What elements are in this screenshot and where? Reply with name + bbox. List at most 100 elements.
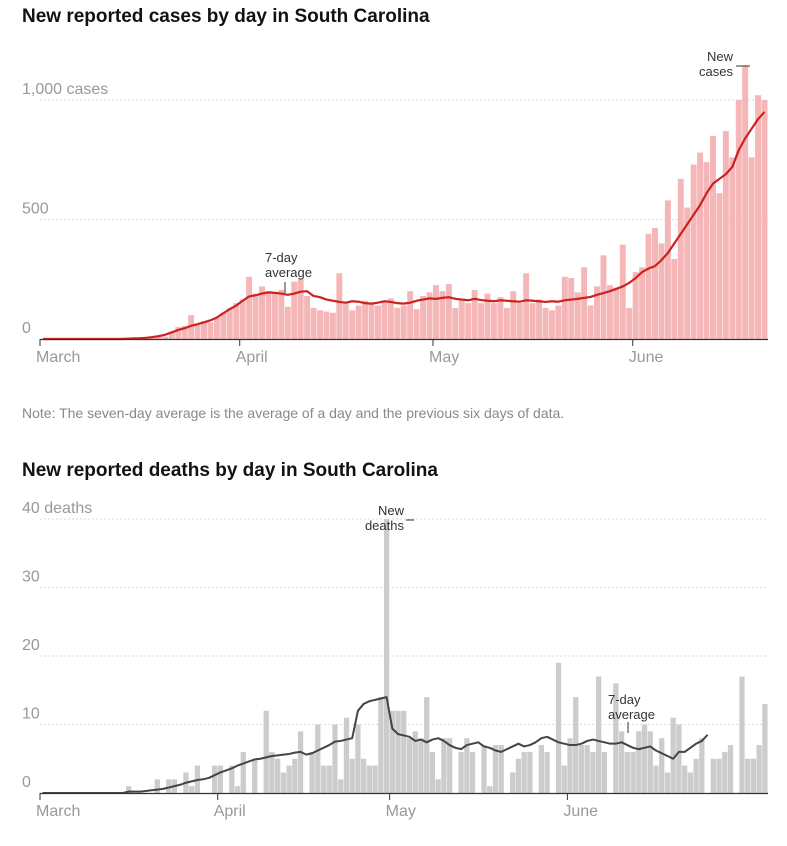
deaths-bar xyxy=(326,765,332,793)
deaths-bar xyxy=(670,717,676,793)
deaths-bar xyxy=(292,758,298,793)
cases-bar xyxy=(349,310,356,339)
cases-x-tick-label: April xyxy=(236,349,268,366)
cases-bar xyxy=(381,301,388,339)
cases-bar xyxy=(581,267,588,339)
cases-bar xyxy=(323,311,330,339)
deaths-bar xyxy=(441,738,447,793)
cases-bar xyxy=(149,337,156,339)
cases-bar xyxy=(671,258,678,339)
deaths-bar xyxy=(538,745,544,793)
cases-bar xyxy=(548,310,555,339)
cases-bar xyxy=(284,306,291,339)
deaths-avg-label-line2: average xyxy=(608,707,655,722)
cases-bar xyxy=(587,305,594,339)
deaths-bar xyxy=(252,758,258,793)
cases-y-tick-label: 1,000 cases xyxy=(22,81,108,98)
deaths-bar xyxy=(395,710,401,793)
cases-bar xyxy=(594,286,600,339)
deaths-bar xyxy=(263,710,269,793)
deaths-bar xyxy=(510,772,516,793)
cases-bar xyxy=(478,303,485,339)
cases-chart-title: New reported cases by day in South Carol… xyxy=(22,6,430,27)
cases-bar xyxy=(336,273,343,339)
deaths-bar xyxy=(446,738,453,793)
cases-bar xyxy=(387,298,394,339)
cases-bar xyxy=(271,293,278,339)
deaths-bar xyxy=(464,738,470,793)
deaths-bar xyxy=(361,758,367,793)
cases-bar xyxy=(568,278,575,339)
deaths-bar xyxy=(653,765,659,793)
deaths-bar xyxy=(418,738,424,793)
cases-bar xyxy=(703,162,710,339)
cases-x-tick-label: June xyxy=(629,349,664,366)
cases-bar xyxy=(561,276,568,339)
cases-bar xyxy=(684,207,691,339)
cases-bar xyxy=(574,292,581,339)
cases-bar xyxy=(484,293,491,339)
cases-bar xyxy=(529,303,536,339)
deaths-bar xyxy=(676,724,682,793)
cases-chart: 0 500 1,000 cases March April May June New ca… xyxy=(22,49,768,366)
cases-average-line xyxy=(42,111,766,341)
deaths-bar xyxy=(687,772,694,793)
cases-bar xyxy=(735,100,742,339)
deaths-bar xyxy=(727,745,734,793)
cases-bar xyxy=(175,327,182,339)
deaths-bar xyxy=(412,731,418,793)
deaths-bar xyxy=(745,758,751,793)
deaths-average-line xyxy=(42,696,709,794)
cases-bar xyxy=(523,273,530,339)
cases-bar xyxy=(362,300,369,339)
cases-bar xyxy=(439,291,446,339)
deaths-new-label-line1: New xyxy=(378,503,405,518)
deaths-bar xyxy=(401,710,407,793)
cases-bar xyxy=(259,286,265,339)
deaths-bar xyxy=(269,751,275,793)
cases-bar xyxy=(265,291,272,339)
cases-bar xyxy=(368,303,375,339)
cases-y-tick-label: 0 xyxy=(22,320,31,337)
deaths-chart-title: New reported deaths by day in South Caro… xyxy=(22,460,438,481)
cases-bar xyxy=(677,178,684,339)
deaths-bar xyxy=(372,765,378,793)
deaths-bar xyxy=(693,758,699,793)
deaths-bar xyxy=(498,745,504,793)
deaths-bar xyxy=(234,786,241,793)
cases-bar xyxy=(510,291,517,339)
cases-bar xyxy=(342,303,349,339)
deaths-bar xyxy=(378,697,384,793)
deaths-bar xyxy=(343,717,350,793)
cases-bar xyxy=(432,285,439,339)
cases-bar xyxy=(220,312,227,339)
deaths-bar xyxy=(762,703,768,793)
deaths-bar xyxy=(240,751,246,793)
cases-avg-label-line1: 7-day xyxy=(265,250,298,265)
cases-bar xyxy=(188,315,195,339)
deaths-average-path xyxy=(42,696,709,794)
cases-bar xyxy=(606,285,613,339)
deaths-x-tick-label: June xyxy=(563,803,598,820)
cases-x-tick-label: May xyxy=(429,349,459,366)
deaths-bar xyxy=(624,751,630,793)
cases-bar xyxy=(503,307,510,339)
cases-bar xyxy=(490,303,497,339)
cases-new-label-line1: New xyxy=(707,49,734,64)
note-text: Note: The seven-day average is the avera… xyxy=(22,405,565,421)
cases-bar xyxy=(355,305,362,339)
cases-bar xyxy=(516,303,523,339)
cases-bar xyxy=(690,164,697,339)
cases-bar xyxy=(716,193,723,339)
cases-bar xyxy=(426,292,433,339)
deaths-bar xyxy=(647,731,653,793)
cases-bar xyxy=(194,324,201,339)
cases-bar xyxy=(555,305,562,339)
cases-x-tick-label: March xyxy=(36,349,80,366)
cases-bar xyxy=(729,157,736,339)
cases-bar xyxy=(619,244,626,339)
cases-bar xyxy=(722,131,729,339)
cases-bar xyxy=(420,295,427,339)
cases-bar xyxy=(233,303,240,339)
deaths-bar xyxy=(601,751,608,793)
